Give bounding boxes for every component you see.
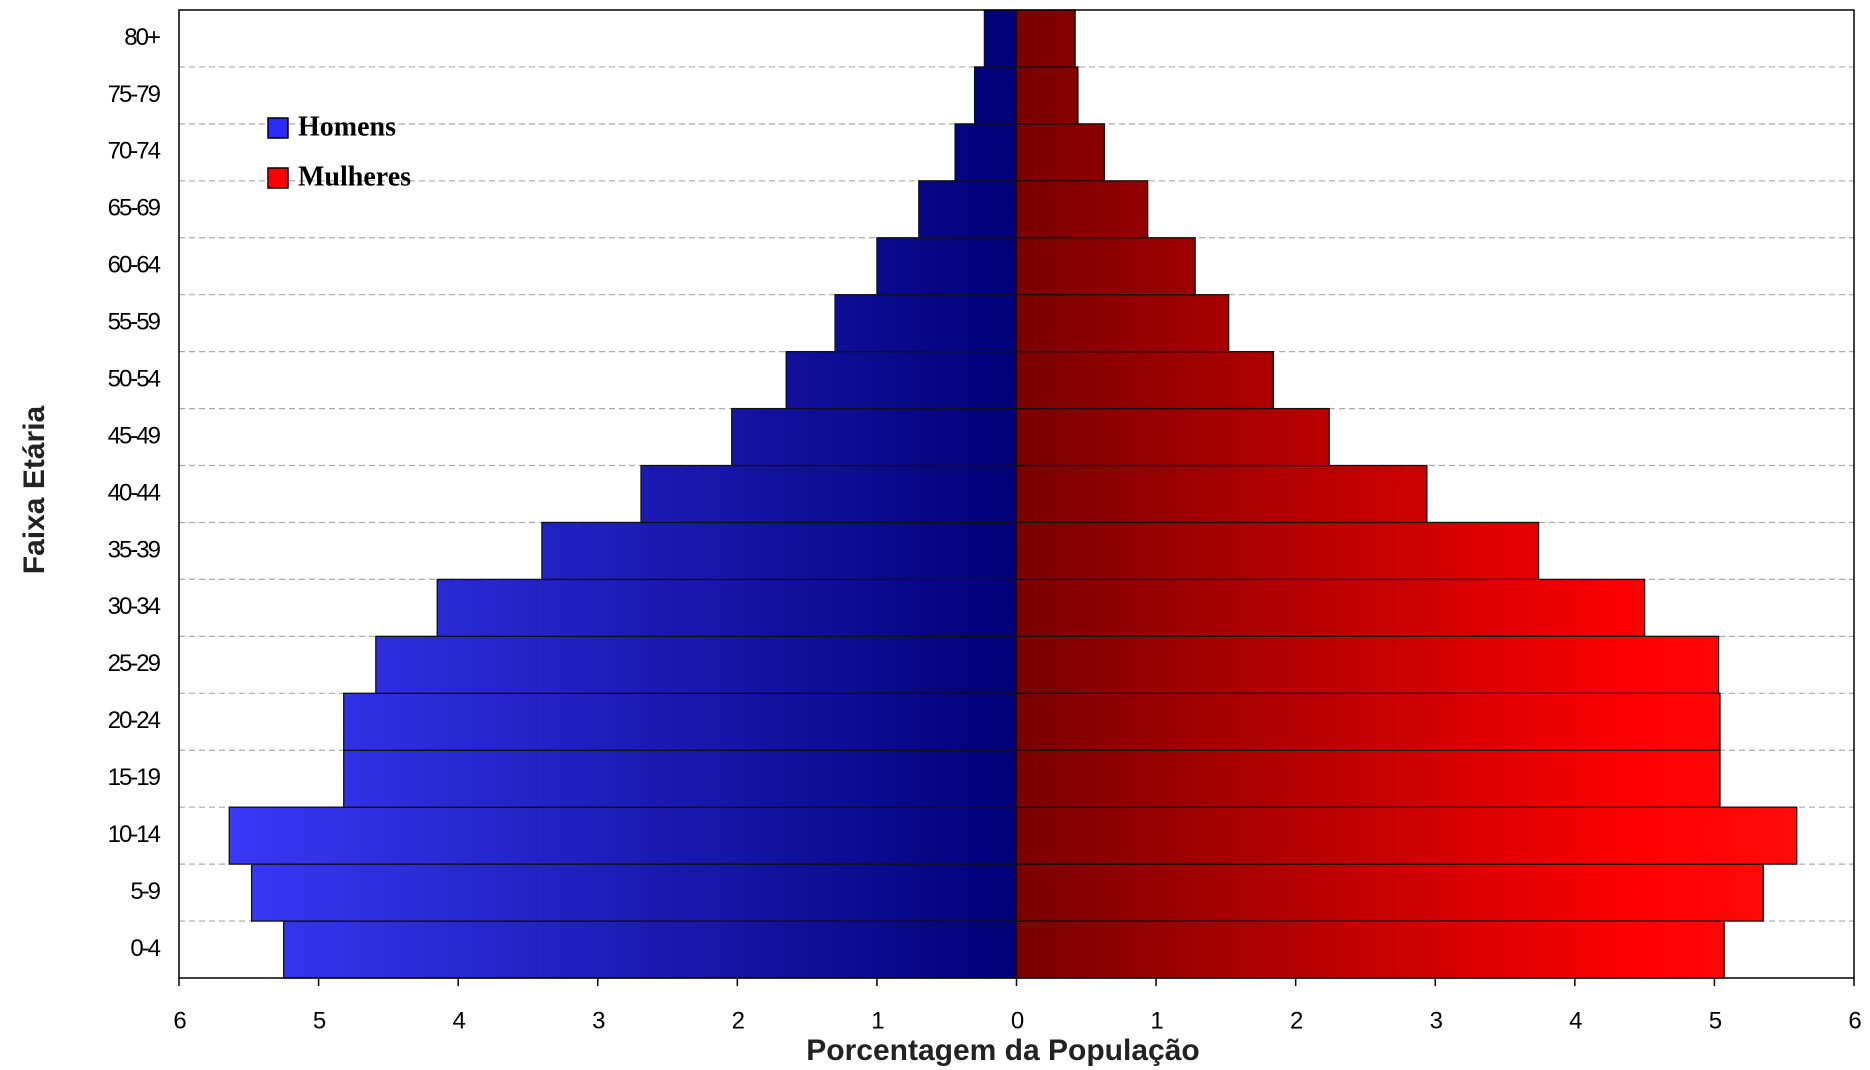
bar [1015, 635, 1720, 694]
y-tick-label: 75-79 [108, 81, 161, 108]
y-tick-label: 45-49 [108, 422, 161, 449]
y-tick-label: 40-44 [108, 479, 161, 506]
x-tick-label: 5 [1709, 1007, 1722, 1034]
bar [954, 123, 1018, 182]
x-tick-label: 4 [1569, 1007, 1582, 1034]
x-tick-label: 3 [592, 1007, 605, 1034]
bar [1015, 464, 1428, 524]
bar [1015, 692, 1721, 751]
bar [876, 237, 1018, 296]
x-tick-label: 5 [313, 1007, 326, 1034]
y-tick-label: 5-9 [130, 878, 160, 905]
bar [1015, 806, 1798, 865]
bar [1015, 9, 1076, 68]
x-tick-label: 2 [1290, 1007, 1303, 1034]
bar [1015, 578, 1646, 638]
bar [1015, 407, 1330, 467]
y-axis-title: Faixa Etária [18, 405, 51, 574]
x-tick-label: 4 [452, 1007, 465, 1034]
legend-swatch [267, 167, 289, 189]
bar [343, 692, 1018, 751]
y-tick-label: 50-54 [108, 365, 161, 392]
bar [731, 407, 1018, 467]
bar [1015, 521, 1540, 581]
y-tick-label: 60-64 [108, 252, 161, 279]
y-tick-label: 30-34 [108, 593, 161, 620]
x-axis-title: Porcentagem da População [806, 1034, 1199, 1067]
x-tick-label: 1 [1150, 1007, 1163, 1034]
y-tick-label: 20-24 [108, 707, 161, 734]
legend-swatch [267, 117, 289, 139]
y-tick-label: 0-4 [130, 935, 160, 962]
bar [250, 863, 1018, 922]
bar [785, 350, 1018, 410]
bar [436, 578, 1018, 638]
y-tick-label: 10-14 [108, 821, 161, 848]
legend-label: Mulheres [298, 161, 411, 192]
y-tick-label: 80+ [124, 24, 160, 51]
bar [541, 521, 1018, 581]
bar [1015, 294, 1230, 353]
bar [375, 635, 1018, 694]
bar [228, 806, 1018, 865]
bar [1015, 749, 1721, 808]
bar [1015, 66, 1079, 125]
x-tick-label: 2 [732, 1007, 745, 1034]
y-tick-label: 15-19 [108, 764, 161, 791]
bar [283, 920, 1018, 979]
y-tick-label: 65-69 [108, 195, 161, 222]
bar [1015, 350, 1274, 410]
bar [1015, 863, 1764, 922]
bar [640, 464, 1018, 524]
bar [1015, 123, 1106, 182]
y-tick-label: 35-39 [108, 536, 161, 563]
x-tick-label: 6 [1848, 1007, 1861, 1034]
x-tick-label: 3 [1430, 1007, 1443, 1034]
bar [983, 9, 1018, 68]
bar [343, 749, 1018, 808]
y-tick-label: 25-29 [108, 650, 161, 677]
bar [918, 180, 1018, 239]
y-tick-label: 70-74 [108, 138, 161, 165]
y-tick-label: 55-59 [108, 309, 161, 336]
x-tick-label: 6 [173, 1007, 186, 1034]
legend-label: Homens [298, 111, 396, 142]
bar [973, 66, 1018, 125]
bar [834, 294, 1018, 353]
bar [1015, 920, 1725, 979]
x-tick-label: 1 [871, 1007, 884, 1034]
bar [1015, 237, 1196, 296]
bar [1015, 180, 1149, 239]
x-tick-label: 0 [1011, 1007, 1024, 1034]
